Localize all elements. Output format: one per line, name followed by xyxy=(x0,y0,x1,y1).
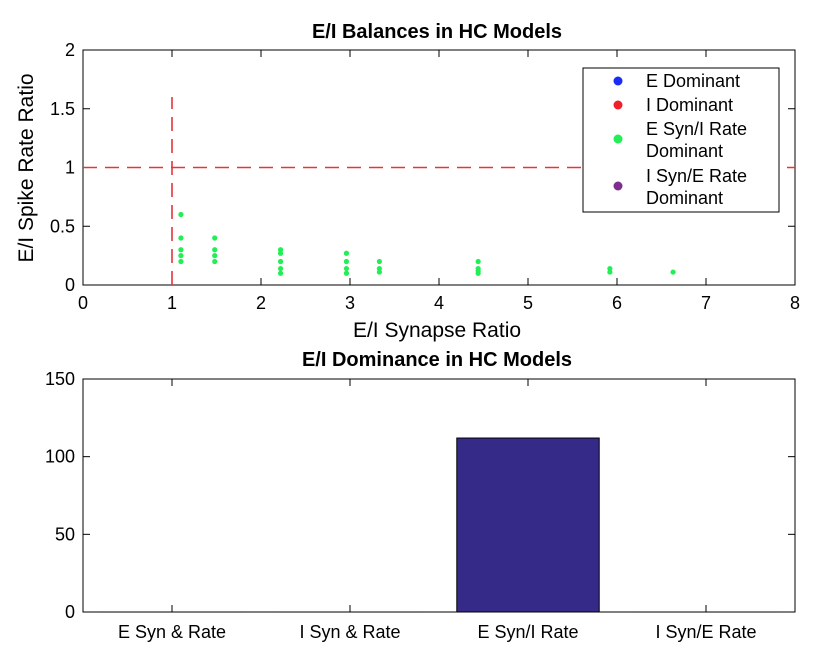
scatter-point xyxy=(278,271,283,276)
scatter-point xyxy=(476,259,481,264)
scatter-x-tick-label: 6 xyxy=(612,293,622,313)
scatter-x-label: E/I Synapse Ratio xyxy=(353,319,521,342)
bar-e-syn-i-rate xyxy=(457,438,599,612)
scatter-x-tick-label: 0 xyxy=(78,293,88,313)
bar-category-label: I Syn/E Rate xyxy=(655,622,756,642)
legend-label-i-dominant: I Dominant xyxy=(646,95,733,115)
scatter-point xyxy=(178,212,183,217)
bar-y-tick-label: 150 xyxy=(45,369,75,389)
bar-category-label: E Syn & Rate xyxy=(118,622,226,642)
legend-marker-i-dominant xyxy=(614,101,623,110)
bar-category-label: I Syn & Rate xyxy=(299,622,400,642)
scatter-y-label: E/I Spike Rate Ratio xyxy=(15,73,38,262)
bar-y-tick-label: 50 xyxy=(55,524,75,544)
scatter-y-tick-label: 1.5 xyxy=(50,99,75,119)
scatter-point xyxy=(178,235,183,240)
scatter-title: E/I Balances in HC Models xyxy=(312,21,562,43)
scatter-point xyxy=(278,259,283,264)
scatter-x-tick-label: 1 xyxy=(167,293,177,313)
scatter-point xyxy=(344,271,349,276)
bar-y-tick-label: 100 xyxy=(45,447,75,467)
legend-marker-e-syn-i-rate xyxy=(614,135,623,144)
scatter-point xyxy=(344,259,349,264)
scatter-x-tick-label: 5 xyxy=(523,293,533,313)
scatter-plot: E/I Balances in HC Models 0 1 2 3 4 5 6 7 8 0 0.5 1… xyxy=(15,21,800,342)
scatter-point xyxy=(377,269,382,274)
bar-chart: E/I Dominance in HC Models 0 50 100 150 E Sy… xyxy=(45,349,795,642)
scatter-point xyxy=(476,271,481,276)
scatter-point xyxy=(278,266,283,271)
scatter-point xyxy=(178,247,183,252)
scatter-point xyxy=(178,253,183,258)
scatter-point xyxy=(212,247,217,252)
bar-category-label: E Syn/I Rate xyxy=(477,622,578,642)
scatter-point xyxy=(344,266,349,271)
scatter-point xyxy=(212,235,217,240)
legend-label-e-dominant: E Dominant xyxy=(646,71,740,91)
scatter-point xyxy=(377,259,382,264)
scatter-y-tick-label: 0.5 xyxy=(50,216,75,236)
bar-y-tick-label: 0 xyxy=(65,602,75,622)
scatter-y-tick-label: 2 xyxy=(65,40,75,60)
scatter-point xyxy=(278,251,283,256)
scatter-point xyxy=(670,269,675,274)
scatter-y-tick-label: 0 xyxy=(65,275,75,295)
legend-marker-e-dominant xyxy=(614,77,623,86)
legend-marker-i-syn-e-rate xyxy=(614,182,623,191)
scatter-x-tick-label: 7 xyxy=(701,293,711,313)
scatter-point xyxy=(212,259,217,264)
scatter-legend: E Dominant I Dominant E Syn/I Rate Domin… xyxy=(583,68,779,212)
bar-axes-box xyxy=(83,379,795,612)
scatter-point xyxy=(344,251,349,256)
scatter-point xyxy=(212,253,217,258)
scatter-y-tick-label: 1 xyxy=(65,158,75,178)
scatter-point xyxy=(178,259,183,264)
scatter-point xyxy=(607,269,612,274)
scatter-x-tick-label: 4 xyxy=(434,293,444,313)
scatter-x-tick-label: 8 xyxy=(790,293,800,313)
scatter-x-tick-label: 3 xyxy=(345,293,355,313)
scatter-x-tick-label: 2 xyxy=(256,293,266,313)
bar-title: E/I Dominance in HC Models xyxy=(302,349,572,371)
